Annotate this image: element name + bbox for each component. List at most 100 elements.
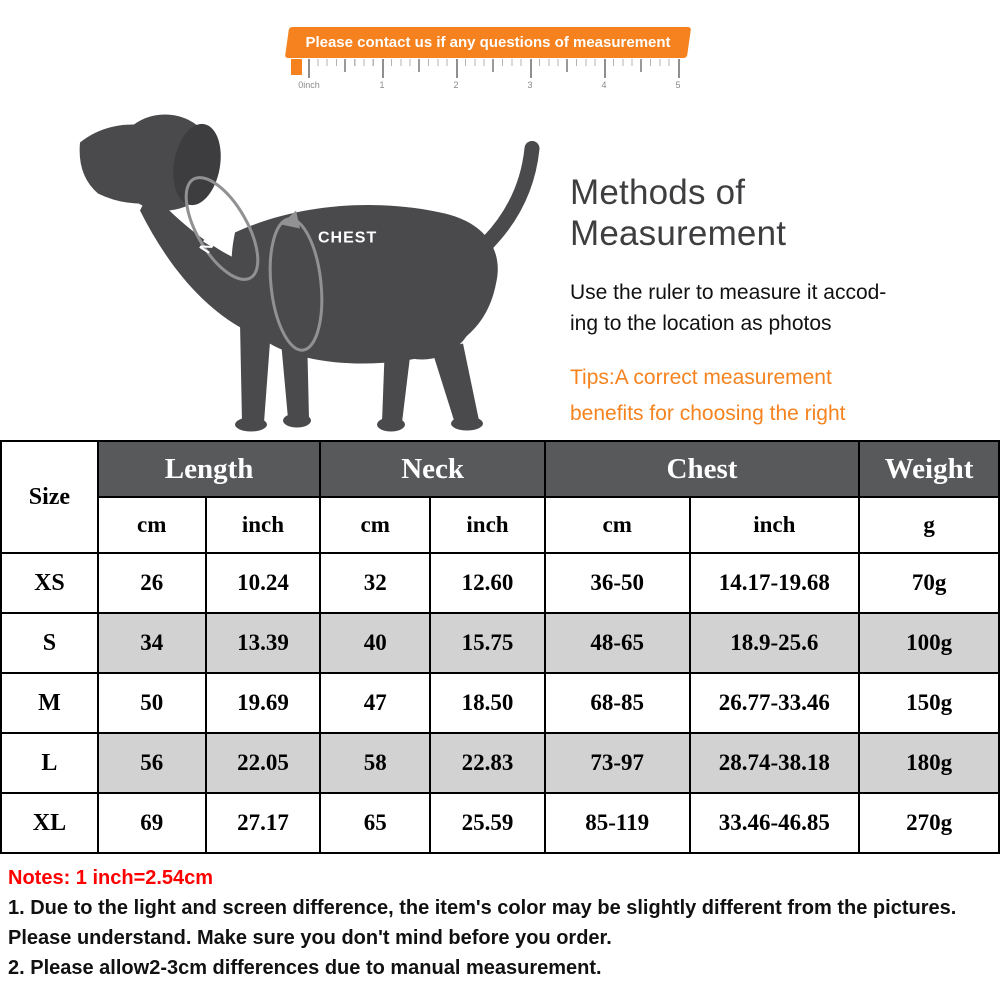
dog-foot-4 <box>451 416 483 431</box>
table-cell: 85-119 <box>543 792 691 854</box>
weight-header-cell: Weight <box>858 440 1000 498</box>
table-cell: 13.39 <box>204 612 322 674</box>
table-cell: 58 <box>319 732 432 794</box>
methods-title-line2: Measurement <box>570 214 787 254</box>
table-cell: 19.69 <box>204 672 322 734</box>
contact-banner: Please contact us if any questions of me… <box>284 27 692 58</box>
table-cell: 150g <box>858 672 1000 734</box>
table-cell: 180g <box>858 732 1000 794</box>
chest-arrowhead-icon <box>281 210 300 229</box>
note-1-line2: Please understand. Make sure you don't m… <box>8 927 612 949</box>
neck-header-cell: Neck <box>319 440 546 498</box>
ruler-label-5: 5 <box>675 80 681 90</box>
size-header-cell: Size <box>0 440 99 554</box>
methods-title-line1: Methods of <box>570 173 746 212</box>
table-cell: 47 <box>319 672 432 734</box>
table-cell: 22.83 <box>429 732 546 794</box>
methods-title: Methods of Measurement <box>570 172 980 255</box>
dog-front-leg <box>240 322 271 423</box>
table-cell: 73-97 <box>543 732 691 794</box>
chest-label: CHEST <box>318 230 377 247</box>
subheader-cell: cm <box>543 496 691 554</box>
table-row-s: S 34 13.39 40 15.75 48-65 18.9-25.6 100g <box>0 612 1000 674</box>
table-cell: 33.46-46.85 <box>688 792 861 854</box>
dog-foot-2 <box>283 413 311 428</box>
table-cell: 28.74-38.18 <box>688 732 861 794</box>
subheader-cell: inch <box>429 496 546 554</box>
dog-front-leg-2 <box>280 330 309 419</box>
table-row-m: M 50 19.69 47 18.50 68-85 26.77-33.46 15… <box>0 672 1000 734</box>
notes-section: Notes: 1 inch=2.54cm 1. Due to the light… <box>8 864 996 983</box>
methods-body-line2: ing to the location as photos <box>570 312 832 336</box>
ruler-label-2: 2 <box>453 80 459 90</box>
table-cell: 14.17-19.68 <box>688 552 861 614</box>
table-subheader-row: cm inch cm inch cm inch g <box>1 496 1000 554</box>
ruler-label-3: 3 <box>527 80 533 90</box>
dog-rear-leg-2 <box>432 343 479 424</box>
table-cell: 69 <box>96 792 207 854</box>
ruler-label-0: 0inch <box>298 80 320 90</box>
ruler-ticks <box>308 59 680 79</box>
note-2: 2. Please allow2-3cm differences due to … <box>8 957 602 979</box>
methods-section: Methods of Measurement Use the ruler to … <box>570 172 980 468</box>
table-cell: 270g <box>858 792 1000 854</box>
dog-ear <box>173 123 221 206</box>
methods-tips-line2: benefits for choosing the right <box>570 401 846 425</box>
table-cell: 32 <box>319 552 432 614</box>
size-cell: XS <box>0 552 99 614</box>
neck-measure-ellipse <box>184 176 260 281</box>
table-cell: 15.75 <box>429 612 546 674</box>
ruler-end-cap <box>291 59 302 75</box>
ruler-label-4: 4 <box>601 80 607 90</box>
table-cell: 22.05 <box>204 732 322 794</box>
dog-silhouette-svg: NECK CHEST <box>79 114 540 432</box>
contact-banner-text: Please contact us if any questions of me… <box>305 34 671 51</box>
methods-body-line1: Use the ruler to measure it accod- <box>570 280 887 304</box>
table-cell: 56 <box>96 732 207 794</box>
table-row-xs: XS 26 10.24 32 12.60 36-50 14.17-19.68 7… <box>0 552 1000 614</box>
table-cell: 50 <box>96 672 207 734</box>
methods-tips-line1: Tips:A correct measurement <box>570 365 832 389</box>
table-cell: 18.9-25.6 <box>688 612 861 674</box>
table-cell: 25.59 <box>429 792 546 854</box>
dog-foot-1 <box>235 417 267 432</box>
table-cell: 40 <box>319 612 432 674</box>
ruler: 0inch 1 2 3 4 5 <box>291 59 681 95</box>
table-cell: 65 <box>319 792 432 854</box>
dog-tail <box>480 141 540 250</box>
subheader-cell: inch <box>204 496 322 554</box>
table-header-row: Size Length Neck Chest Weight <box>0 440 1000 554</box>
table-cell: 27.17 <box>204 792 322 854</box>
dog-rear-thigh <box>369 257 475 360</box>
ruler-label-1: 1 <box>379 80 385 90</box>
methods-body: Use the ruler to measure it accod- ing t… <box>570 277 980 340</box>
table-cell: 18.50 <box>429 672 546 734</box>
dog-measurement-diagram: NECK CHEST <box>50 80 550 440</box>
note-1-line1: 1. Due to the light and screen differenc… <box>8 897 957 919</box>
size-table: Size Length Neck Chest Weight cm inch cm… <box>0 440 1000 854</box>
subheader-cell: inch <box>688 496 861 554</box>
table-cell: 26 <box>96 552 207 614</box>
size-cell: S <box>0 612 99 674</box>
table-row-l: L 56 22.05 58 22.83 73-97 28.74-38.18 18… <box>0 732 1000 794</box>
size-cell: XL <box>0 792 99 854</box>
subheader-cell: cm <box>96 496 207 554</box>
dog-foot-3 <box>377 417 405 432</box>
subheader-cell: cm <box>319 496 432 554</box>
chest-header-cell: Chest <box>543 440 861 498</box>
note-conversion: Notes: 1 inch=2.54cm <box>8 867 214 889</box>
table-cell: 12.60 <box>429 552 546 614</box>
table-cell: 26.77-33.46 <box>688 672 861 734</box>
subheader-cell: g <box>858 496 1000 554</box>
table-cell: 70g <box>858 552 1000 614</box>
table-cell: 48-65 <box>543 612 691 674</box>
table-cell: 100g <box>858 612 1000 674</box>
dog-rear-leg <box>382 342 411 423</box>
table-cell: 34 <box>96 612 207 674</box>
size-cell: L <box>0 732 99 794</box>
size-cell: M <box>0 672 99 734</box>
length-header-cell: Length <box>96 440 322 498</box>
table-row-xl: XL 69 27.17 65 25.59 85-119 33.46-46.85 … <box>0 792 1000 854</box>
table-cell: 68-85 <box>543 672 691 734</box>
